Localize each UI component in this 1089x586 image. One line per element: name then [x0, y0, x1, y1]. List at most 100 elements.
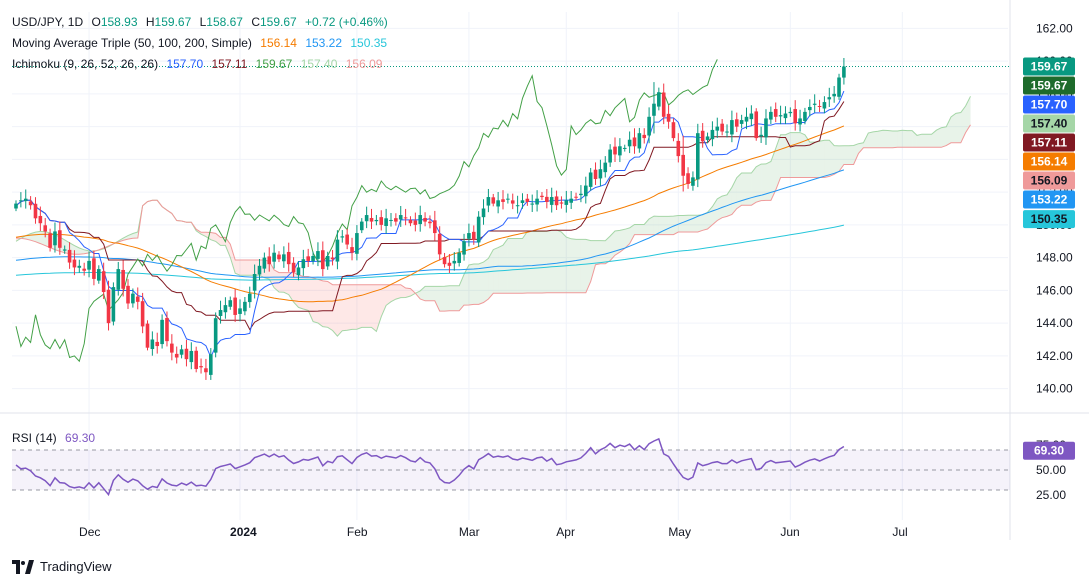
candle-body [803, 111, 807, 122]
candle-body [545, 196, 549, 202]
cloud-segment [395, 284, 401, 300]
cloud-segment [951, 113, 956, 143]
price-tag-label: 159.67 [1031, 79, 1068, 93]
cloud-segment [868, 131, 874, 148]
candles[interactable] [12, 58, 1010, 380]
cloud-segment [347, 284, 353, 331]
ichimoku-legend-label[interactable]: Ichimoku (9, 26, 52, 26, 26) [12, 57, 159, 71]
candle-body [272, 252, 276, 262]
candle-body [277, 254, 281, 260]
price-tick-label: 142.00 [1036, 349, 1073, 363]
candle-body [33, 203, 38, 219]
candle-body [247, 293, 252, 303]
cloud-segment [493, 247, 499, 294]
candle-body [58, 230, 62, 248]
price-tag-label: 69.30 [1034, 444, 1064, 458]
candle-body [321, 250, 325, 270]
candle-body [116, 269, 121, 290]
candle-body [243, 301, 247, 312]
cloud-segment [303, 276, 309, 311]
candle-body [744, 116, 749, 122]
price-tag-label: 153.22 [1031, 193, 1068, 207]
candle-body [77, 265, 82, 268]
cloud-segment [921, 134, 927, 148]
cloud-segment [926, 134, 932, 148]
cloud-segment [590, 240, 596, 282]
cloud-segment [541, 231, 547, 293]
candle-body [218, 310, 223, 316]
lagging-value: 159.67 [255, 57, 293, 71]
cloud-segment [225, 237, 231, 258]
candle-body [165, 317, 169, 342]
cloud-segment [902, 130, 908, 148]
candle-body [696, 133, 700, 180]
candle-body [632, 137, 637, 147]
cloud-segment [454, 285, 460, 311]
cloud-segment [697, 214, 703, 232]
candle-body [691, 177, 695, 186]
cloud-segment [298, 274, 304, 310]
cloud-segment [595, 240, 601, 265]
indicator-lines [15, 59, 971, 363]
rsi-label[interactable]: RSI (14) [12, 431, 57, 445]
cloud-segment [498, 245, 503, 294]
candle-body [622, 147, 627, 149]
candle-body [793, 109, 797, 124]
cloud-segment [629, 224, 635, 244]
candle-body [817, 106, 822, 108]
candle-body [389, 219, 393, 221]
candle-body [257, 265, 262, 275]
time-axis[interactable]: Dec 2024 Feb Mar Apr May Jun Jul [79, 525, 908, 539]
candle-body [754, 111, 759, 139]
candle-body [330, 257, 335, 260]
price-tick-label: 148.00 [1036, 251, 1073, 265]
cloud-segment [756, 164, 762, 203]
tradingview-brand[interactable]: TradingView [12, 559, 112, 574]
symbol-title[interactable]: USD/JPY, 1D [12, 15, 84, 29]
cloud-segment [473, 263, 479, 305]
cloud-segment [483, 258, 489, 303]
cloud-segment [907, 130, 913, 148]
candle-body [715, 126, 720, 131]
candle-body [384, 218, 388, 227]
candle-body [705, 136, 710, 140]
candle-body [452, 260, 457, 264]
candle-body [14, 203, 18, 209]
ma200-value: 150.35 [350, 36, 388, 50]
candle-body [471, 231, 476, 240]
price-tag [1023, 76, 1075, 95]
cloud-segment [780, 134, 786, 178]
cloud-segment [663, 216, 669, 235]
candle-body [657, 92, 661, 107]
candle-body [87, 260, 91, 270]
candle-body [627, 139, 632, 147]
candle-body [593, 169, 598, 180]
candle-body [574, 196, 578, 198]
cloud-segment [736, 172, 742, 209]
candle-body [730, 120, 734, 135]
candle-body [126, 285, 130, 304]
cloud-segment [702, 212, 708, 231]
candle-body [155, 341, 160, 347]
candle-body [618, 146, 622, 156]
time-tick-label: May [668, 525, 691, 539]
cloud-segment [649, 216, 654, 235]
cloud-segment [775, 134, 781, 191]
cloud-segment [936, 127, 942, 148]
close-label: C [251, 15, 260, 29]
ma-legend-label[interactable]: Moving Average Triple (50, 100, 200, Sim… [12, 36, 252, 50]
candle-body [140, 301, 145, 327]
candle-body [501, 199, 505, 202]
cloud-segment [371, 284, 377, 332]
candle-body [710, 129, 715, 140]
candle-body [725, 131, 729, 133]
candle-body [467, 233, 471, 239]
price-tag [1023, 133, 1075, 152]
time-tick-label: Mar [459, 525, 480, 539]
cloud-segment [249, 259, 255, 276]
cloud-segment [873, 131, 878, 148]
cloud-segment [897, 130, 903, 148]
cloud-segment [790, 132, 796, 178]
